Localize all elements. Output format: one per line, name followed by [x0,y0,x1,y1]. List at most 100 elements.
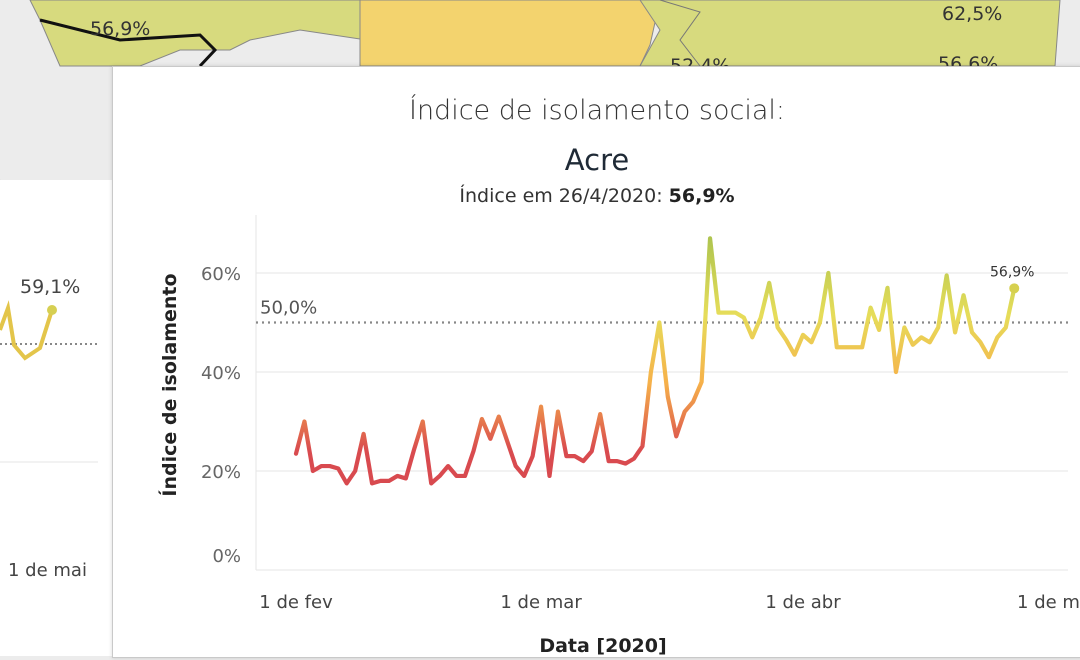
data-point [497,415,501,419]
data-point [742,316,746,320]
data-point [911,343,915,347]
data-point [826,271,830,275]
map-border-line-2 [659,0,701,67]
bg-series-line [0,300,54,361]
x-tick-label: 1 de mai [1017,592,1079,613]
data-point [919,335,923,339]
data-point [446,464,450,468]
data-point [581,459,585,463]
grid-lines [255,215,1068,571]
data-point [818,321,822,325]
data-point [387,479,391,483]
data-point [700,380,704,384]
data-point [302,420,306,424]
data-point [556,410,560,414]
data-point [336,467,340,471]
data-point [522,474,526,478]
data-point [936,325,940,329]
data-point [978,340,982,344]
data-point [632,457,636,461]
data-point [674,434,678,438]
data-point [649,370,653,374]
data-point [1004,325,1008,329]
data-point [928,340,932,344]
data-point [615,459,619,463]
data-point [784,338,788,342]
data-point [860,345,864,349]
series-group: 56,9% [293,236,1034,486]
data-point [767,281,771,285]
data-point [970,330,974,334]
data-point [345,481,349,485]
data-point [657,321,661,325]
data-point [598,412,602,416]
data-point [894,370,898,374]
subtitle-prefix: Índice em 26/4/2020: [459,185,669,207]
data-point [455,474,459,478]
data-point [590,449,594,453]
data-point [412,447,416,451]
last-point-label: 56,9% [990,264,1034,280]
data-point [573,454,577,458]
isolation-line-chart: 50,0% 56,9% 0% 20% 40% 60% 1 de fev 1 de mar 1… [158,215,1079,655]
last-point-marker [1009,283,1020,294]
bg-last-point [47,305,57,315]
y-axis-title: Índice de isolamento [158,273,181,496]
data-point [514,464,518,468]
data-point [311,469,315,473]
reference-line-label: 50,0% [260,298,317,319]
tooltip-card: Índice de isolamento social: Acre Índice… [112,66,1080,658]
data-point [564,454,568,458]
map-label-acre: 56,9% [90,18,150,40]
y-tick-label: 20% [201,462,241,483]
data-point [624,462,628,466]
y-tick-label: 60% [201,264,241,285]
map-label-east: 62,5% [942,3,1002,25]
data-point [733,311,737,315]
tooltip-title: Índice de isolamento social: [408,95,785,126]
bg-value-label: 59,1% [20,276,81,298]
data-point [843,345,847,349]
data-point [362,432,366,436]
data-point [438,474,442,478]
x-tick-label: 1 de mar [500,592,582,613]
data-point [708,236,712,240]
data-point [776,325,780,329]
data-point [319,464,323,468]
x-tick-label: 1 de fev [259,592,333,613]
bg-x-label: 1 de mai [8,560,87,581]
data-point [683,410,687,414]
data-point [471,449,475,453]
data-point [877,328,881,332]
data-point [886,286,890,290]
data-point [902,325,906,329]
map-region-center [359,0,661,67]
data-point [463,474,467,478]
data-point [294,452,298,456]
data-point [717,311,721,315]
data-point [666,395,670,399]
y-tick-label: 40% [201,363,241,384]
data-point [421,420,425,424]
data-point [869,306,873,310]
data-point [801,333,805,337]
data-point [353,469,357,473]
data-point [395,474,399,478]
data-point [835,345,839,349]
data-point [987,355,991,359]
data-point [691,400,695,404]
data-point [962,293,966,297]
data-point [793,353,797,357]
data-point [759,316,763,320]
data-point [370,481,374,485]
series-line [293,236,1017,486]
map-border-line [39,18,218,68]
axis-labels: 0% 20% 40% 60% 1 de fev 1 de mar 1 de abr 1 de … [158,264,1079,655]
data-point [607,459,611,463]
tooltip-state-name: Acre [564,143,630,177]
data-point [945,273,949,277]
x-axis-title: Data [2020] [539,635,666,655]
x-tick-label: 1 de abr [765,592,841,613]
data-point [725,311,729,315]
data-point [539,405,543,409]
